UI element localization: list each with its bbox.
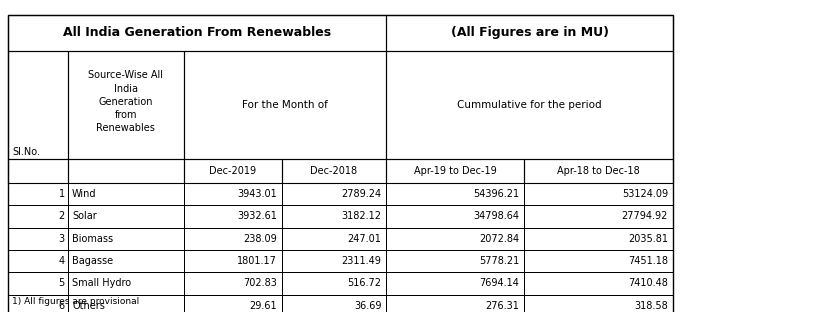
- Text: Sl.No.: Sl.No.: [12, 147, 41, 157]
- Text: 2072.84: 2072.84: [479, 234, 519, 244]
- Bar: [184, 250, 282, 272]
- Bar: [184, 295, 282, 312]
- Bar: [282, 295, 387, 312]
- Bar: [387, 15, 673, 51]
- Bar: [387, 183, 524, 205]
- Bar: [282, 183, 387, 205]
- Text: Source-Wise All
India
Generation
from
Renewables: Source-Wise All India Generation from Re…: [88, 70, 163, 133]
- Bar: [8, 183, 68, 205]
- Text: 516.72: 516.72: [347, 278, 382, 288]
- Text: 3932.61: 3932.61: [237, 212, 277, 222]
- Bar: [524, 227, 673, 250]
- Text: 53124.09: 53124.09: [621, 189, 668, 199]
- Bar: [8, 250, 68, 272]
- Text: 5778.21: 5778.21: [479, 256, 519, 266]
- Text: Apr-19 to Dec-19: Apr-19 to Dec-19: [414, 166, 496, 176]
- Bar: [524, 272, 673, 295]
- Bar: [8, 15, 673, 312]
- Text: 4: 4: [58, 256, 65, 266]
- Bar: [524, 295, 673, 312]
- Text: 276.31: 276.31: [486, 301, 519, 311]
- Bar: [68, 272, 184, 295]
- Text: Others: Others: [72, 301, 105, 311]
- Text: 7694.14: 7694.14: [480, 278, 519, 288]
- Text: All India Generation From Renewables: All India Generation From Renewables: [63, 27, 332, 39]
- Text: 702.83: 702.83: [243, 278, 277, 288]
- Bar: [8, 51, 68, 159]
- Text: 2035.81: 2035.81: [628, 234, 668, 244]
- Bar: [282, 159, 387, 183]
- Bar: [68, 250, 184, 272]
- Text: 34798.64: 34798.64: [473, 212, 519, 222]
- Bar: [68, 295, 184, 312]
- Text: Dec-2019: Dec-2019: [209, 166, 257, 176]
- Bar: [8, 159, 68, 183]
- Bar: [68, 205, 184, 227]
- Text: (All Figures are in MU): (All Figures are in MU): [451, 27, 609, 39]
- Text: 247.01: 247.01: [347, 234, 382, 244]
- Bar: [524, 159, 673, 183]
- Text: Apr-18 to Dec-18: Apr-18 to Dec-18: [557, 166, 640, 176]
- Text: 7451.18: 7451.18: [628, 256, 668, 266]
- Bar: [282, 272, 387, 295]
- Text: Dec-2018: Dec-2018: [311, 166, 357, 176]
- Bar: [68, 51, 184, 159]
- Bar: [184, 183, 282, 205]
- Text: 27794.92: 27794.92: [621, 212, 668, 222]
- Text: 318.58: 318.58: [634, 301, 668, 311]
- Text: 36.69: 36.69: [354, 301, 382, 311]
- Text: 3: 3: [58, 234, 65, 244]
- Bar: [387, 51, 673, 159]
- Bar: [8, 227, 68, 250]
- Bar: [184, 272, 282, 295]
- Text: 7410.48: 7410.48: [628, 278, 668, 288]
- Bar: [68, 183, 184, 205]
- Text: 1: 1: [58, 189, 65, 199]
- Bar: [387, 205, 524, 227]
- Text: 6: 6: [58, 301, 65, 311]
- Bar: [282, 205, 387, 227]
- Text: 1801.17: 1801.17: [237, 256, 277, 266]
- Text: 5: 5: [58, 278, 65, 288]
- Text: 3182.12: 3182.12: [342, 212, 382, 222]
- Bar: [524, 205, 673, 227]
- Text: 2: 2: [58, 212, 65, 222]
- Bar: [524, 183, 673, 205]
- Text: Wind: Wind: [72, 189, 97, 199]
- Bar: [184, 205, 282, 227]
- Text: 54396.21: 54396.21: [473, 189, 519, 199]
- Bar: [524, 250, 673, 272]
- Bar: [387, 295, 524, 312]
- Bar: [282, 250, 387, 272]
- Bar: [8, 15, 387, 51]
- Bar: [8, 272, 68, 295]
- Bar: [387, 250, 524, 272]
- Bar: [8, 295, 68, 312]
- Bar: [68, 227, 184, 250]
- Text: Solar: Solar: [72, 212, 97, 222]
- Bar: [387, 272, 524, 295]
- Bar: [68, 159, 184, 183]
- Text: Biomass: Biomass: [72, 234, 113, 244]
- Text: 2311.49: 2311.49: [342, 256, 382, 266]
- Bar: [184, 227, 282, 250]
- Bar: [387, 227, 524, 250]
- Text: Bagasse: Bagasse: [72, 256, 113, 266]
- Bar: [184, 51, 387, 159]
- Text: 238.09: 238.09: [243, 234, 277, 244]
- Text: Cummulative for the period: Cummulative for the period: [457, 100, 602, 110]
- Text: 3943.01: 3943.01: [237, 189, 277, 199]
- Bar: [387, 159, 524, 183]
- Text: 2789.24: 2789.24: [342, 189, 382, 199]
- Text: For the Month of: For the Month of: [242, 100, 328, 110]
- Bar: [184, 159, 282, 183]
- Text: 1) All figures are provisional: 1) All figures are provisional: [12, 297, 140, 306]
- Bar: [282, 227, 387, 250]
- Text: Small Hydro: Small Hydro: [72, 278, 131, 288]
- Bar: [8, 205, 68, 227]
- Text: 29.61: 29.61: [249, 301, 277, 311]
